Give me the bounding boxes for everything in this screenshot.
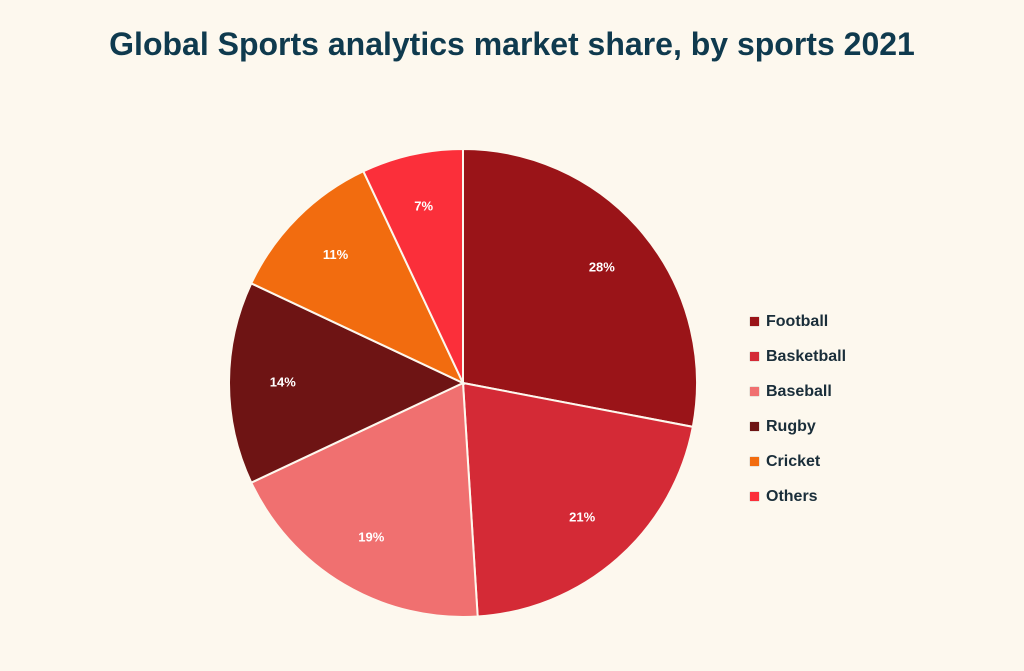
pie-slice-baseball xyxy=(249,381,479,618)
legend-item-basketball: Basketball xyxy=(750,339,846,374)
legend-item-rugby: Rugby xyxy=(750,409,846,444)
legend-label: Cricket xyxy=(766,452,821,470)
slice-label-basketball: 21% xyxy=(569,510,595,525)
slice-label-football: 28% xyxy=(589,260,615,275)
pie-slice-others xyxy=(362,147,464,384)
legend-swatch xyxy=(750,492,759,501)
pie-slice-cricket xyxy=(249,169,466,386)
slice-label-others: 7% xyxy=(414,199,433,214)
legend-swatch xyxy=(750,422,759,431)
legend-swatch xyxy=(750,457,759,466)
slice-label-baseball: 19% xyxy=(358,530,384,545)
pie-slices xyxy=(228,147,698,618)
legend-label: Basketball xyxy=(766,347,847,365)
legend-item-baseball: Baseball xyxy=(750,374,846,409)
pie-slice-football xyxy=(462,147,698,429)
pie-slice-basketball xyxy=(461,381,695,618)
pie-labels: 28% 21% 19% 14% 11% 7% xyxy=(270,199,615,545)
legend-swatch xyxy=(750,317,759,326)
legend-item-cricket: Cricket xyxy=(750,444,846,479)
pie-slice-rugby xyxy=(228,282,466,484)
legend-item-others: Others xyxy=(750,479,846,514)
slice-label-cricket: 11% xyxy=(323,247,349,262)
chart-title: Global Sports analytics market share, by… xyxy=(109,26,915,62)
slice-label-rugby: 14% xyxy=(270,374,296,389)
legend-label: Rugby xyxy=(766,417,816,435)
legend-swatch xyxy=(750,352,759,361)
legend: Football Basketball Baseball Rugby Cricket Ot… xyxy=(750,304,846,514)
legend-label: Baseball xyxy=(766,382,832,400)
legend-label: Others xyxy=(766,487,818,505)
legend-label: Football xyxy=(766,312,829,330)
legend-item-football: Football xyxy=(750,304,846,339)
legend-swatch xyxy=(750,387,759,396)
